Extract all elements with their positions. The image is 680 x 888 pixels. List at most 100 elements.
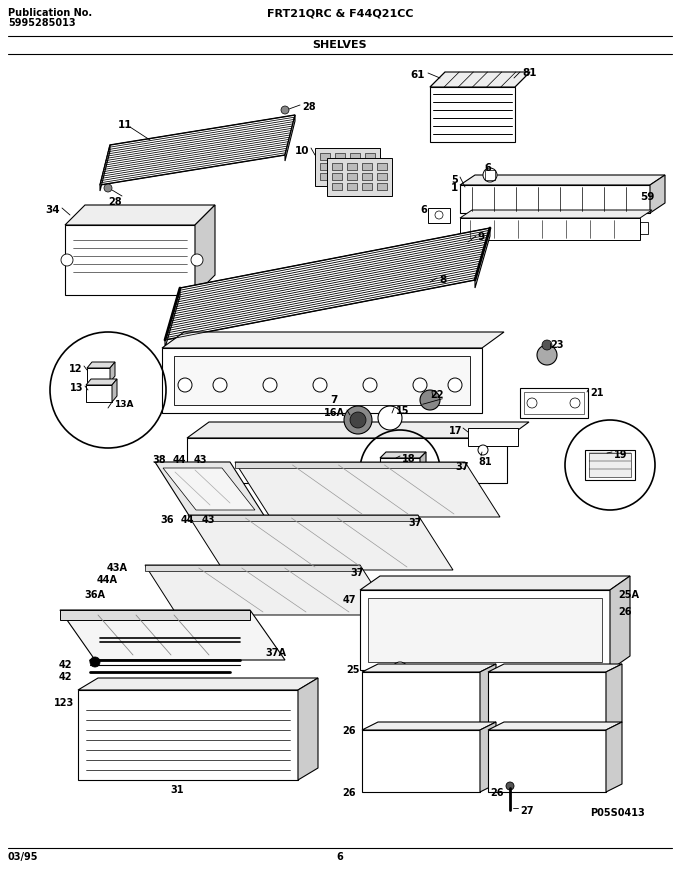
- Text: 10: 10: [294, 146, 309, 156]
- Bar: [377, 163, 387, 170]
- Text: 42: 42: [58, 672, 72, 682]
- Text: 12: 12: [69, 364, 82, 374]
- Text: 21: 21: [590, 388, 604, 398]
- Polygon shape: [162, 332, 504, 348]
- Bar: [332, 173, 342, 180]
- Text: 26: 26: [490, 788, 503, 798]
- Text: 36: 36: [160, 515, 173, 525]
- Polygon shape: [162, 348, 482, 413]
- Bar: [347, 173, 357, 180]
- Bar: [640, 222, 648, 234]
- Bar: [347, 163, 357, 170]
- Polygon shape: [187, 438, 507, 483]
- Text: 37: 37: [455, 462, 469, 472]
- Text: 61: 61: [411, 70, 425, 80]
- Polygon shape: [165, 228, 490, 340]
- Bar: [335, 163, 345, 170]
- Polygon shape: [187, 422, 529, 438]
- Text: SHELVES: SHELVES: [313, 40, 367, 50]
- Bar: [320, 163, 330, 170]
- Polygon shape: [78, 678, 318, 690]
- Polygon shape: [327, 158, 392, 196]
- Circle shape: [191, 254, 203, 266]
- Polygon shape: [460, 185, 650, 213]
- Text: P05S0413: P05S0413: [590, 808, 645, 818]
- Polygon shape: [475, 228, 490, 288]
- Polygon shape: [235, 462, 465, 468]
- Polygon shape: [298, 678, 318, 780]
- Bar: [377, 173, 387, 180]
- Polygon shape: [420, 452, 426, 482]
- Bar: [350, 163, 360, 170]
- Text: 25A: 25A: [618, 590, 639, 600]
- Polygon shape: [60, 610, 285, 660]
- Text: 37A: 37A: [265, 648, 286, 658]
- Polygon shape: [163, 468, 255, 510]
- Circle shape: [344, 406, 372, 434]
- Text: 34: 34: [46, 205, 60, 215]
- Circle shape: [542, 340, 552, 350]
- Polygon shape: [480, 722, 496, 792]
- Polygon shape: [610, 576, 630, 670]
- Bar: [524, 392, 584, 414]
- Polygon shape: [315, 148, 380, 186]
- Circle shape: [435, 211, 443, 219]
- Polygon shape: [480, 664, 496, 730]
- Circle shape: [506, 782, 514, 790]
- Polygon shape: [460, 218, 640, 240]
- Circle shape: [61, 254, 73, 266]
- Bar: [365, 173, 375, 180]
- Polygon shape: [86, 379, 117, 385]
- Bar: [362, 163, 372, 170]
- Polygon shape: [87, 368, 110, 382]
- Polygon shape: [362, 730, 480, 792]
- Text: 9: 9: [478, 232, 485, 242]
- Text: 43A: 43A: [107, 563, 128, 573]
- Bar: [332, 183, 342, 190]
- Text: 36A: 36A: [84, 590, 105, 600]
- Bar: [585, 450, 635, 480]
- Text: 43: 43: [194, 455, 207, 465]
- Text: 22: 22: [430, 390, 443, 400]
- Bar: [428, 208, 450, 223]
- Text: 25: 25: [347, 665, 360, 675]
- Circle shape: [104, 184, 112, 192]
- Polygon shape: [195, 205, 215, 295]
- Text: 28: 28: [302, 102, 316, 112]
- Text: 44: 44: [173, 455, 186, 465]
- Polygon shape: [380, 452, 426, 458]
- Polygon shape: [380, 458, 420, 482]
- Polygon shape: [155, 462, 265, 517]
- Circle shape: [413, 378, 427, 392]
- Text: 38: 38: [152, 455, 166, 465]
- Polygon shape: [362, 672, 480, 730]
- Text: 81: 81: [522, 68, 537, 78]
- Text: 81: 81: [478, 457, 492, 467]
- Bar: [362, 183, 372, 190]
- Circle shape: [448, 378, 462, 392]
- Bar: [520, 388, 588, 418]
- Bar: [347, 183, 357, 190]
- Bar: [332, 163, 342, 170]
- Polygon shape: [362, 722, 496, 730]
- Text: 37: 37: [408, 518, 422, 528]
- Circle shape: [570, 398, 580, 408]
- Bar: [365, 153, 375, 160]
- Bar: [589, 453, 631, 477]
- Bar: [468, 428, 518, 446]
- Polygon shape: [430, 87, 515, 142]
- Polygon shape: [188, 515, 453, 570]
- Text: 23: 23: [550, 340, 564, 350]
- Bar: [350, 173, 360, 180]
- Text: 6: 6: [484, 163, 491, 173]
- Polygon shape: [100, 145, 110, 191]
- Polygon shape: [285, 115, 295, 161]
- Bar: [368, 598, 602, 662]
- Text: 16A: 16A: [324, 408, 345, 418]
- Polygon shape: [360, 576, 630, 590]
- Bar: [485, 170, 495, 180]
- Circle shape: [478, 445, 488, 455]
- Circle shape: [483, 168, 497, 182]
- Polygon shape: [60, 610, 250, 620]
- Polygon shape: [188, 515, 418, 521]
